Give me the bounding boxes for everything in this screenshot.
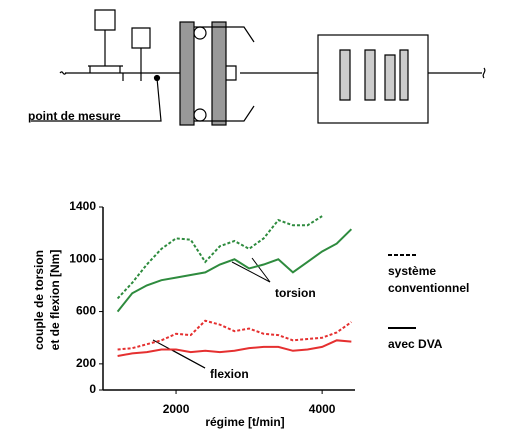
y-tick-label: 600 [76, 304, 96, 318]
annotation: flexion [210, 367, 249, 381]
y-tick-label: 0 [89, 382, 96, 396]
series-line [117, 319, 352, 351]
diagram-label: point de mesure [28, 109, 121, 123]
x-tick-label: 4000 [309, 402, 336, 416]
schematic [31, 9, 486, 126]
y-axis-label: et de flexion [Nm] [48, 250, 62, 351]
legend-label: système conventionnel [388, 264, 470, 295]
y-tick-label: 1000 [69, 251, 96, 265]
series-line [116, 215, 323, 300]
x-axis-label: régime [t/min] [205, 415, 284, 429]
annotation: torsion [275, 286, 316, 300]
series-line [117, 339, 352, 357]
x-tick-label: 2000 [163, 402, 190, 416]
y-tick-label: 1400 [69, 199, 96, 213]
annotation-lines [152, 257, 271, 369]
series-line [116, 228, 353, 313]
legend-label: avec DVA [388, 337, 443, 351]
y-tick-label: 200 [76, 356, 96, 370]
y-axis-label: couple de torsion [32, 250, 46, 350]
